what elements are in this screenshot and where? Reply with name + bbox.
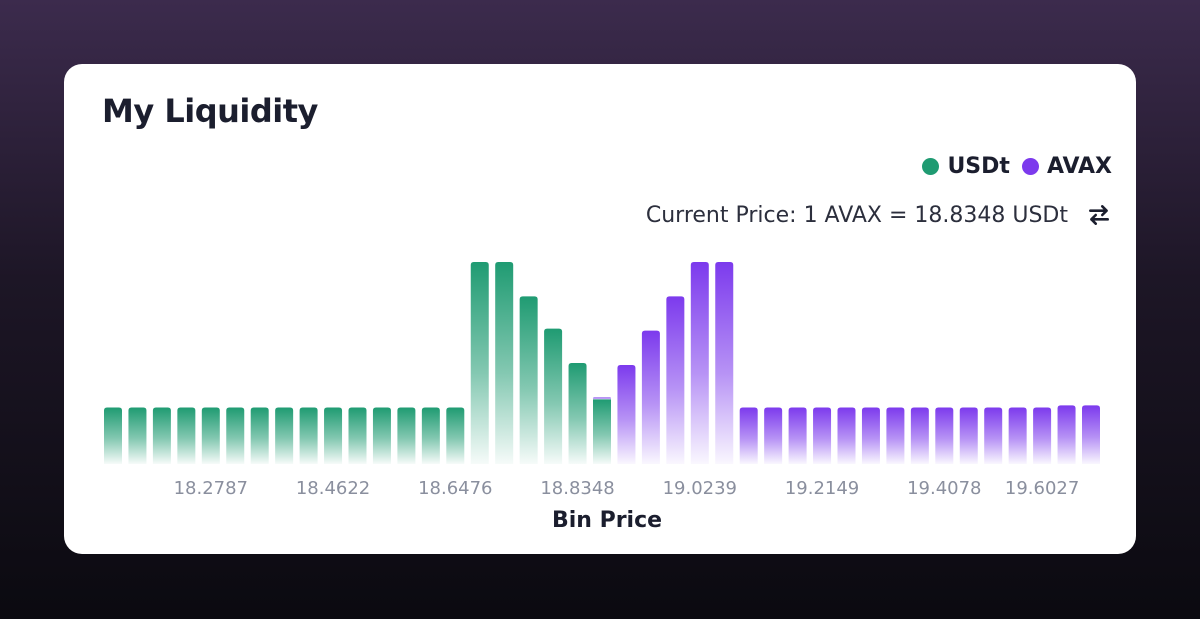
x-tick-label: 19.6027 — [1005, 478, 1079, 499]
x-tick-label: 18.8348 — [540, 478, 614, 499]
bar-usdt-17 — [519, 296, 538, 464]
bar-usdt-9 — [324, 407, 343, 464]
x-tick-label: 19.4078 — [907, 478, 981, 499]
bar-avax-37 — [1008, 407, 1027, 464]
bar-usdt-0 — [104, 407, 122, 464]
bar-avax-34 — [935, 407, 954, 464]
legend-dot-avax — [1021, 158, 1039, 175]
bar-avax-21 — [617, 365, 636, 464]
bar-avax-22 — [641, 330, 660, 464]
bar-avax-29 — [813, 407, 832, 464]
bar-usdt-14 — [446, 407, 465, 464]
chart-legend: USDt AVAX — [922, 154, 1112, 179]
bar-avax-24 — [690, 262, 709, 464]
bar-usdt-20 — [593, 399, 611, 464]
bar-avax-32 — [886, 407, 905, 464]
bar-avax-25 — [715, 262, 734, 464]
bar-usdt-7 — [275, 407, 294, 464]
bar-avax-20 — [593, 397, 611, 400]
bar-usdt-10 — [348, 407, 367, 464]
legend-dot-usdt — [922, 158, 940, 175]
bar-avax-39 — [1057, 405, 1076, 464]
card-title: My Liquidity — [102, 92, 318, 130]
bar-usdt-8 — [299, 407, 318, 464]
bar-usdt-12 — [397, 407, 416, 464]
current-price-text: Current Price: 1 AVAX = 18.8348 USDt — [645, 202, 1068, 228]
x-tick-label: 18.6476 — [418, 478, 492, 499]
x-axis-label: Bin Price — [551, 508, 663, 533]
x-tick-label: 19.2149 — [785, 478, 859, 499]
bar-usdt-2 — [152, 407, 171, 464]
bar-avax-33 — [910, 407, 929, 464]
bar-usdt-19 — [568, 363, 587, 464]
bar-usdt-3 — [177, 407, 196, 464]
bar-avax-28 — [788, 407, 807, 464]
bar-usdt-18 — [544, 328, 563, 464]
bar-usdt-1 — [128, 407, 147, 464]
x-tick-label: 18.4622 — [296, 478, 370, 499]
legend-item-usdt: USDt — [922, 154, 1010, 179]
legend-label-usdt: USDt — [947, 154, 1010, 179]
legend-label-avax: AVAX — [1046, 154, 1112, 179]
liquidity-card: My Liquidity USDt AVAX Current Price: 1 … — [64, 64, 1136, 554]
bar-avax-23 — [666, 296, 685, 464]
x-tick-label: 19.0239 — [663, 478, 737, 499]
swap-arrows-icon[interactable] — [1086, 202, 1112, 228]
bar-avax-26 — [739, 407, 758, 464]
bar-usdt-13 — [421, 407, 440, 464]
bar-usdt-4 — [201, 407, 220, 464]
liquidity-bar-chart: 18.2787 18.4622 18.6476 18.8348 19.0239 19.21… — [104, 262, 1100, 499]
bar-avax-38 — [1033, 407, 1052, 464]
bar-avax-40 — [1082, 405, 1100, 464]
bar-usdt-15 — [470, 262, 489, 464]
bar-usdt-11 — [372, 407, 391, 464]
bar-avax-31 — [861, 407, 880, 464]
bar-usdt-5 — [226, 407, 245, 464]
bar-usdt-16 — [495, 262, 514, 464]
bar-avax-27 — [764, 407, 783, 464]
bar-avax-35 — [959, 407, 978, 464]
current-price-row: Current Price: 1 AVAX = 18.8348 USDt — [646, 202, 1112, 228]
legend-item-avax: AVAX — [1021, 154, 1112, 179]
bar-usdt-6 — [250, 407, 269, 464]
bar-avax-36 — [984, 407, 1003, 464]
x-tick-label: 18.2787 — [174, 478, 248, 499]
bar-avax-30 — [837, 407, 856, 464]
